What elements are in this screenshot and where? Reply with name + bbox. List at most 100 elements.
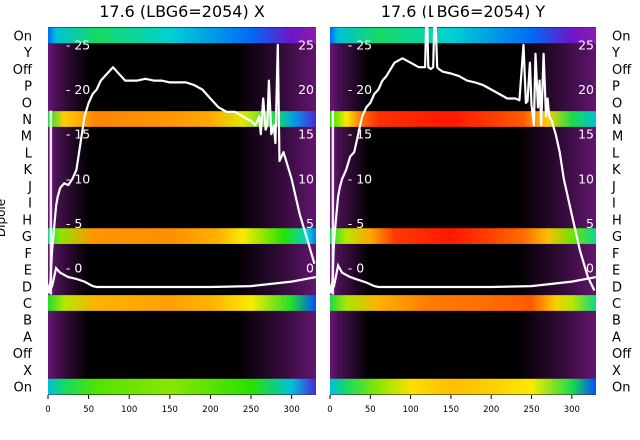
row-label-left: G [22, 230, 32, 245]
row-label-left: Y [23, 46, 32, 61]
row-label-right: K [612, 163, 621, 178]
x-tick-label: 250 [523, 405, 539, 415]
x-tick-label: 50 [365, 405, 376, 415]
inner-tick-label-right: 0 [586, 261, 594, 276]
row-label-right: Y [611, 46, 620, 61]
x-tick-label: 200 [483, 405, 499, 415]
inner-tick-label-left: - 10 [348, 171, 372, 186]
plot-shading [330, 27, 596, 395]
inner-tick-label-right: 25 [578, 37, 594, 52]
row-label-left: I [28, 197, 32, 212]
trace-line-bottom [329, 262, 597, 294]
row-label-left: On [14, 29, 32, 44]
row-label-left: Off [13, 347, 33, 362]
edge-marker [331, 110, 335, 295]
inner-tick-label-right: 0 [306, 261, 314, 276]
inner-tick-label-left: - 20 [348, 82, 372, 97]
row-label-left: B [23, 314, 32, 329]
heatmap-band-g [330, 228, 596, 244]
row-label-left: J [27, 180, 32, 195]
row-label-left: P [24, 80, 32, 95]
y-axis-label: Dipole [0, 199, 8, 237]
row-label-left: F [25, 247, 32, 262]
heatmap-band-c [48, 295, 316, 311]
row-label-right: D [612, 280, 622, 295]
inner-tick-label-right: 20 [578, 82, 594, 97]
heatmap-band-g [48, 228, 316, 244]
row-label-right: H [612, 213, 622, 228]
row-label-right: B [612, 314, 621, 329]
row-label-left: E [24, 264, 32, 279]
heatmap-band-on [330, 27, 596, 44]
row-label-right: Off [612, 63, 632, 78]
heatmap-band-n [330, 111, 596, 127]
inner-tick-label-left: - 0 [66, 261, 82, 276]
x-tick-label: 300 [564, 405, 580, 415]
row-label-right: A [612, 330, 621, 345]
x-tick-label: 300 [284, 405, 300, 415]
row-label-right: N [612, 113, 622, 128]
row-label-right: P [612, 80, 620, 95]
inner-tick-label-left: - 5 [348, 216, 364, 231]
inner-tick-label-right: 5 [586, 216, 594, 231]
inner-tick-label-right: 10 [578, 171, 594, 186]
row-label-right: On [612, 381, 630, 396]
row-label-right: C [612, 297, 621, 312]
row-label-right: E [612, 264, 620, 279]
heatmap-band-on [330, 378, 596, 395]
heatmap-band-on [48, 27, 316, 44]
x-tick-label: 200 [202, 405, 218, 415]
inner-tick-label-left: - 10 [66, 171, 90, 186]
inner-tick-label-left: - 0 [348, 261, 364, 276]
row-label-right: L [612, 146, 620, 161]
inner-tick-label-left: - 20 [66, 82, 90, 97]
row-label-left: O [22, 96, 32, 111]
edge-marker [49, 110, 53, 295]
trace-line-bottom [47, 265, 317, 294]
inner-tick-label-right: 5 [306, 216, 314, 231]
row-label-right: F [612, 247, 619, 262]
row-label-left: C [23, 297, 32, 312]
inner-tick-label-left: - 25 [66, 37, 90, 52]
inner-tick-label-right: 25 [298, 37, 314, 52]
x-tick-label: 100 [402, 405, 418, 415]
trace-line [46, 43, 316, 291]
x-tick-label: 100 [121, 405, 137, 415]
row-label-right: O [612, 96, 622, 111]
row-label-right: Off [612, 347, 632, 362]
row-label-left: N [22, 113, 32, 128]
inner-tick-label-left: - 15 [348, 127, 372, 142]
row-label-right: G [612, 230, 622, 245]
row-label-left: M [21, 130, 32, 145]
row-label-left: K [23, 163, 32, 178]
x-tick-label: 0 [45, 405, 50, 415]
inner-tick-label-right: 10 [298, 171, 314, 186]
x-tick-label: 0 [327, 405, 332, 415]
chart-title: 17.6 (LBG6=2054) X [99, 2, 265, 21]
row-label-left: Off [13, 63, 33, 78]
row-label-left: D [22, 280, 32, 295]
inner-tick-label-right: 20 [298, 82, 314, 97]
heatmap-band-c [330, 295, 596, 311]
row-label-left: L [25, 146, 33, 161]
inner-tick-label-left: - 15 [66, 127, 90, 142]
heatmap-band-on [48, 378, 316, 395]
x-tick-label: 150 [443, 405, 459, 415]
row-label-right: J [611, 180, 616, 195]
x-tick-label: 50 [83, 405, 94, 415]
inner-tick-label-left: - 25 [348, 37, 372, 52]
x-tick-label: 150 [162, 405, 178, 415]
chart-title: 17.6 (LBG6=2054) Y [381, 2, 546, 21]
trace-line [328, 0, 596, 291]
row-label-left: A [23, 330, 32, 345]
heatmap-band-n [48, 111, 316, 127]
x-tick-label: 250 [243, 405, 259, 415]
inner-tick-label-left: - 5 [66, 216, 82, 231]
row-label-right: On [612, 29, 630, 44]
row-label-left: X [23, 364, 32, 379]
row-label-left: On [14, 381, 32, 396]
row-label-right: I [612, 197, 616, 212]
plot-shading [48, 27, 316, 395]
inner-tick-label-right: 15 [298, 127, 314, 142]
